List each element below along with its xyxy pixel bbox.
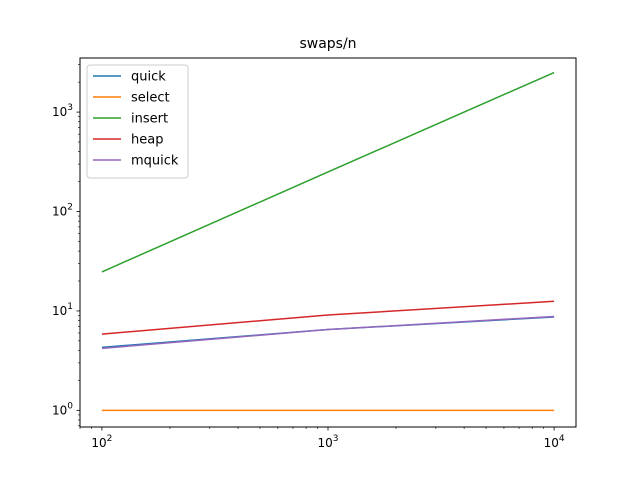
legend-box	[86, 64, 189, 179]
plot-area	[101, 71, 555, 412]
legend-label-heap: heap	[131, 133, 163, 148]
legend-label-quick: quick	[131, 70, 166, 85]
chart-title: swaps/n	[299, 36, 356, 52]
series-line-heap	[101, 300, 555, 335]
series-line-mquick	[101, 315, 555, 350]
legend-label-select: select	[131, 91, 170, 106]
series-line-insert	[101, 71, 555, 273]
legend-label-mquick: mquick	[131, 154, 179, 169]
legend-label-insert: insert	[131, 112, 168, 127]
legend: quick select insert heap mquick	[86, 64, 189, 179]
